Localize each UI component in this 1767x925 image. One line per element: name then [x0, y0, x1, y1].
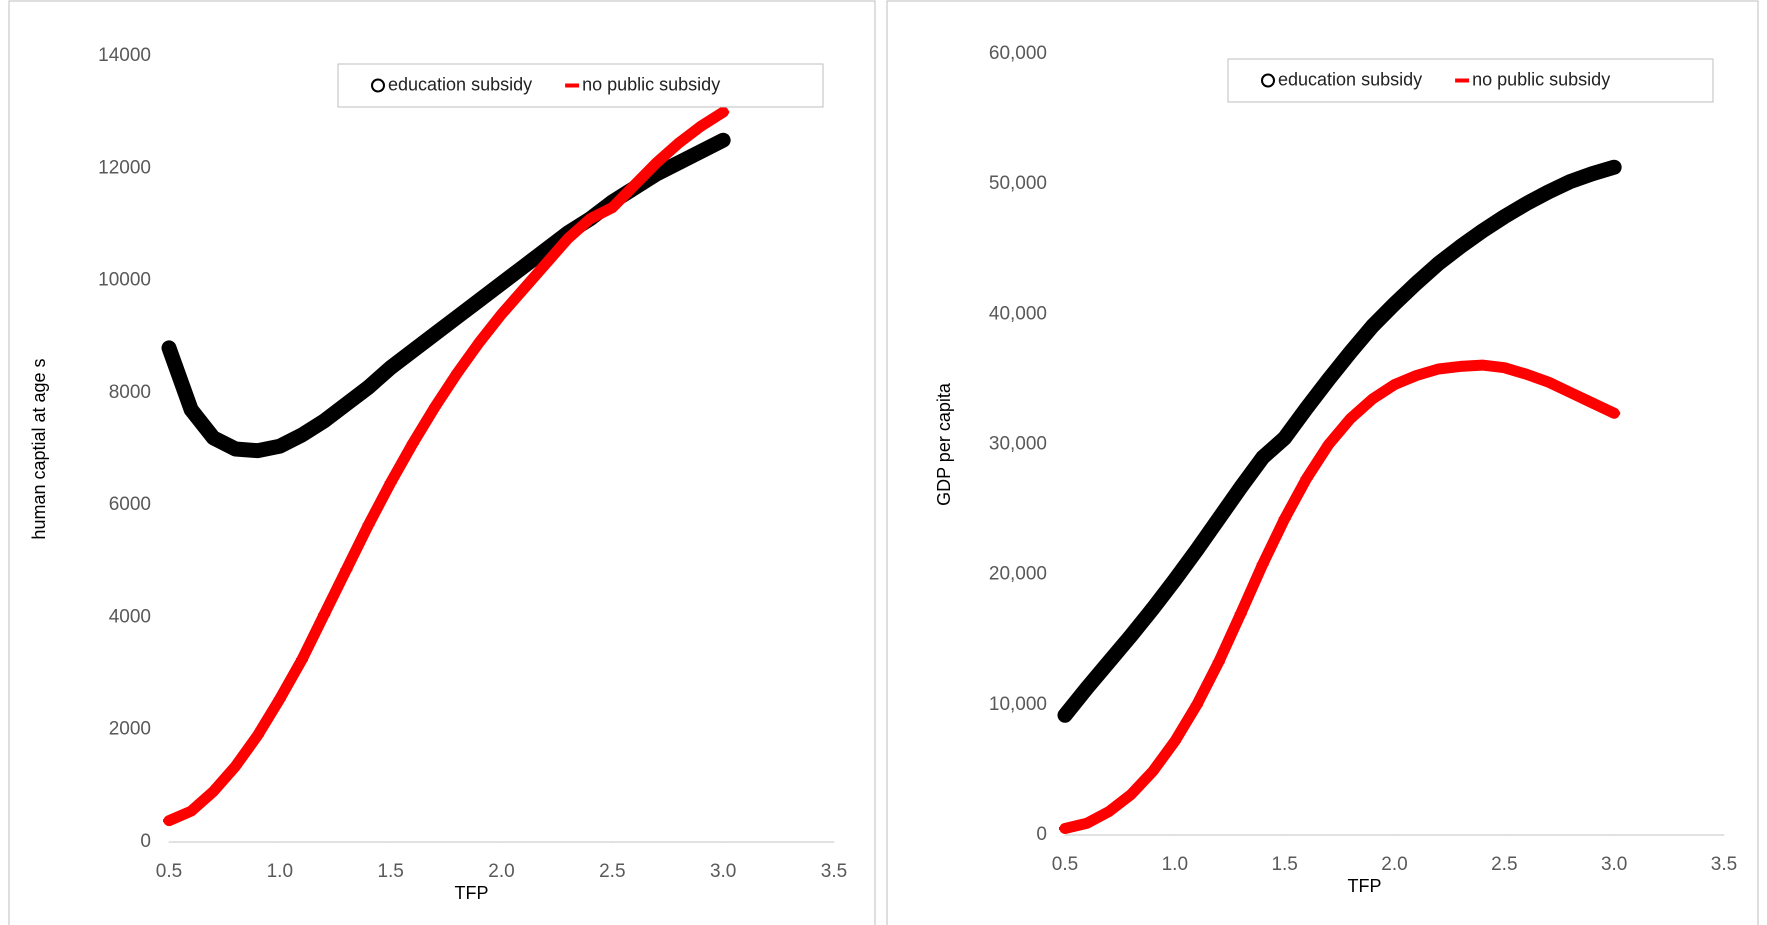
x-tick-label: 0.5	[1052, 854, 1078, 875]
legend-label: education subsidy	[388, 74, 532, 94]
series-line	[1059, 359, 1620, 834]
point	[1475, 224, 1489, 238]
y-axis-title: human captial at age s	[29, 358, 49, 539]
point	[1322, 372, 1336, 386]
point	[384, 361, 398, 375]
point	[517, 260, 531, 274]
point	[1497, 210, 1511, 224]
point	[450, 310, 464, 324]
panel-frame	[886, 0, 1759, 925]
legend-marker	[1261, 73, 1275, 88]
point	[206, 431, 220, 445]
point	[1212, 512, 1226, 526]
x-tick-label: 3.5	[1711, 854, 1737, 875]
point	[672, 156, 686, 170]
panel-frame	[8, 0, 876, 925]
point	[1256, 451, 1270, 465]
x-tick-label: 1.5	[377, 861, 403, 882]
x-tick-label: 3.0	[1601, 854, 1627, 875]
point	[694, 144, 708, 158]
y-tick-label: 0	[1036, 824, 1047, 845]
y-tick-label: 0	[140, 831, 151, 852]
x-tick-label: 1.5	[1271, 854, 1297, 875]
point	[1519, 197, 1533, 211]
point	[295, 428, 309, 442]
point	[1344, 345, 1358, 359]
legend-box	[1227, 58, 1714, 103]
point	[1058, 708, 1072, 722]
x-tick-label: 1.0	[1162, 854, 1188, 875]
legend-label: education subsidy	[1278, 69, 1422, 89]
point	[472, 293, 486, 307]
point	[1585, 167, 1599, 181]
x-axis-title: TFP	[1348, 876, 1382, 896]
point	[1607, 160, 1621, 174]
point	[1080, 681, 1094, 695]
point	[1541, 185, 1555, 199]
point	[273, 439, 287, 453]
legend-label: no public subsidy	[1472, 69, 1610, 89]
x-axis-title: TFP	[455, 883, 489, 903]
point	[1190, 543, 1204, 557]
point	[1234, 480, 1248, 494]
point	[1168, 573, 1182, 587]
y-tick-label: 20,000	[989, 564, 1047, 585]
point	[1300, 401, 1314, 415]
point	[1102, 655, 1116, 669]
y-tick-label: 10,000	[989, 694, 1047, 715]
x-tick-label: 0.5	[156, 861, 182, 882]
point	[495, 276, 508, 290]
point	[1124, 629, 1138, 643]
point	[716, 133, 730, 147]
x-tick-label: 2.5	[599, 861, 625, 882]
y-tick-label: 30,000	[989, 434, 1047, 455]
series	[1057, 159, 1622, 723]
point	[362, 380, 375, 394]
series-line	[1057, 159, 1622, 723]
x-tick-label: 2.0	[1381, 854, 1407, 875]
legend-box	[337, 63, 824, 108]
y-tick-label: 2000	[109, 719, 151, 740]
series-line	[163, 106, 729, 827]
point	[1409, 276, 1423, 290]
point	[1431, 257, 1445, 271]
point	[229, 442, 242, 456]
x-tick-label: 2.5	[1491, 854, 1517, 875]
point	[251, 444, 265, 458]
point	[317, 414, 331, 428]
x-tick-label: 2.0	[488, 861, 514, 882]
point	[1366, 319, 1380, 333]
y-tick-label: 10000	[98, 270, 151, 291]
y-tick-label: 40,000	[989, 303, 1047, 324]
y-tick-label: 4000	[109, 606, 151, 627]
point	[162, 341, 176, 355]
y-axis-title: GDP per capita	[934, 382, 954, 506]
y-tick-label: 14000	[98, 45, 151, 66]
series	[163, 106, 730, 827]
point	[339, 397, 353, 411]
y-tick-label: 50,000	[989, 173, 1047, 194]
legend-marker	[371, 78, 385, 93]
point	[1563, 175, 1577, 189]
point	[1388, 297, 1401, 311]
point	[406, 344, 420, 358]
x-tick-label: 3.0	[710, 861, 736, 882]
point	[184, 403, 198, 417]
legend-label: no public subsidy	[582, 74, 720, 94]
y-tick-label: 8000	[109, 382, 151, 403]
point	[1146, 602, 1160, 616]
point	[428, 327, 442, 341]
series	[1059, 359, 1621, 834]
x-tick-label: 3.5	[821, 861, 847, 882]
point	[1453, 240, 1467, 254]
y-tick-label: 60,000	[989, 43, 1047, 64]
y-tick-label: 6000	[109, 494, 151, 515]
y-tick-label: 12000	[98, 157, 151, 178]
x-tick-label: 1.0	[267, 861, 293, 882]
point	[1278, 431, 1292, 445]
